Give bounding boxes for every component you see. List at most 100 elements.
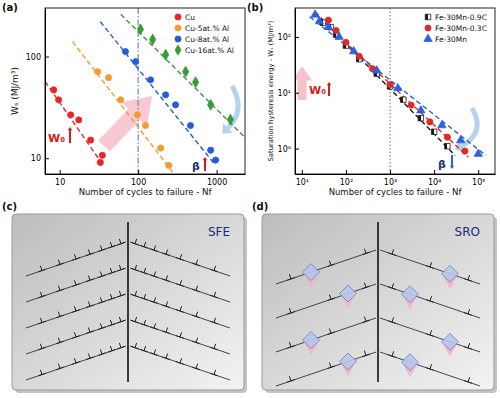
dislocation bbox=[192, 364, 200, 370]
annotations: W₀β bbox=[309, 82, 454, 171]
slip-line bbox=[26, 320, 126, 354]
dislocation bbox=[56, 364, 64, 370]
dislocation bbox=[140, 294, 148, 300]
series bbox=[95, 69, 172, 169]
dislocation bbox=[108, 268, 116, 274]
annotation-shapes bbox=[98, 86, 238, 152]
slip-line bbox=[380, 284, 480, 318]
x-tick-label: 100 bbox=[131, 178, 146, 187]
y-tick: 100 bbox=[26, 53, 49, 62]
point bbox=[187, 122, 193, 128]
point bbox=[394, 84, 402, 91]
dislocation bbox=[72, 358, 80, 364]
dislocation bbox=[176, 280, 184, 286]
series bbox=[137, 24, 233, 125]
dislocation bbox=[150, 323, 158, 329]
point bbox=[335, 32, 343, 39]
x-axis: 10¹10²10³10⁴10⁵ bbox=[296, 170, 496, 187]
slip-line bbox=[380, 250, 480, 284]
y-tick-label: 10¹ bbox=[278, 89, 291, 98]
x-tick-mark bbox=[434, 170, 435, 174]
dislocation bbox=[426, 262, 434, 268]
reference-line bbox=[389, 8, 390, 174]
point bbox=[418, 115, 423, 120]
series bbox=[320, 20, 450, 149]
series bbox=[122, 48, 218, 163]
slip-line bbox=[26, 294, 126, 328]
dislocation bbox=[464, 275, 472, 281]
dislocation bbox=[150, 349, 158, 355]
dislocation bbox=[162, 302, 170, 308]
point bbox=[162, 49, 168, 60]
grain-boundary bbox=[127, 222, 129, 382]
dislocation bbox=[56, 338, 64, 344]
dislocation bbox=[388, 317, 396, 323]
x-axis-title: Number of cycles to failure - Nf bbox=[329, 187, 463, 197]
sro-cluster bbox=[303, 264, 320, 281]
dislocation bbox=[38, 370, 46, 376]
annotation: β bbox=[438, 158, 446, 171]
point bbox=[134, 112, 140, 118]
point bbox=[417, 106, 425, 113]
point bbox=[457, 136, 465, 143]
point bbox=[166, 162, 172, 168]
y-tick: 10¹ bbox=[278, 89, 299, 98]
dislocation bbox=[150, 297, 158, 303]
point bbox=[137, 24, 143, 35]
dislocation bbox=[72, 280, 80, 286]
point bbox=[408, 102, 414, 108]
x-tick-mark bbox=[302, 170, 303, 174]
dislocation bbox=[131, 291, 139, 297]
x-tick-mark bbox=[390, 170, 391, 174]
point bbox=[427, 119, 433, 125]
point bbox=[438, 121, 446, 128]
y-tick: 10² bbox=[278, 33, 299, 42]
legend-label: Cu-16at.% Al bbox=[185, 46, 234, 55]
point bbox=[172, 102, 178, 108]
legend-label: Cu-8at.% Al bbox=[185, 35, 229, 44]
point bbox=[150, 34, 156, 45]
dislocation bbox=[86, 354, 94, 360]
y-tick-label: 10² bbox=[278, 33, 291, 42]
slip-line bbox=[380, 352, 480, 386]
dislocation bbox=[98, 297, 106, 303]
plot-area bbox=[45, 8, 245, 174]
slip-line bbox=[130, 242, 230, 276]
legend-marker bbox=[425, 25, 431, 31]
x-tick-mark bbox=[346, 170, 347, 174]
dislocation bbox=[388, 283, 396, 289]
point bbox=[445, 144, 450, 149]
dislocation bbox=[362, 351, 370, 357]
slip-line bbox=[276, 284, 376, 318]
dislocation bbox=[176, 358, 184, 364]
dislocation bbox=[56, 286, 64, 292]
dislocation bbox=[162, 250, 170, 256]
sro-cluster bbox=[303, 332, 320, 349]
dislocation bbox=[108, 346, 116, 352]
x-tick: 10⁴ bbox=[428, 170, 441, 187]
point bbox=[118, 97, 124, 103]
y-tick-mark bbox=[295, 93, 299, 94]
slip-line bbox=[130, 320, 230, 354]
dislocation bbox=[38, 318, 46, 324]
dislocation bbox=[86, 276, 94, 282]
legend-marker bbox=[175, 45, 181, 55]
figure: 10100100010100Number of cycles to failur… bbox=[0, 0, 500, 398]
beta-curve-arrow bbox=[228, 86, 238, 128]
legend-label: Fe-30Mn bbox=[435, 35, 467, 44]
panel-label: (c) bbox=[2, 201, 17, 212]
dislocation bbox=[72, 254, 80, 260]
point bbox=[212, 157, 218, 163]
slip-line bbox=[26, 242, 126, 276]
dislocation bbox=[140, 320, 148, 326]
dislocation bbox=[327, 329, 335, 335]
point bbox=[142, 122, 148, 128]
dislocation bbox=[192, 286, 200, 292]
series bbox=[51, 87, 106, 166]
x-tick-label: 10⁵ bbox=[472, 178, 485, 187]
point bbox=[163, 92, 169, 98]
x-tick-mark bbox=[478, 170, 479, 174]
dislocation bbox=[192, 312, 200, 318]
x-tick-mark bbox=[138, 170, 139, 174]
plot-area bbox=[310, 8, 486, 174]
